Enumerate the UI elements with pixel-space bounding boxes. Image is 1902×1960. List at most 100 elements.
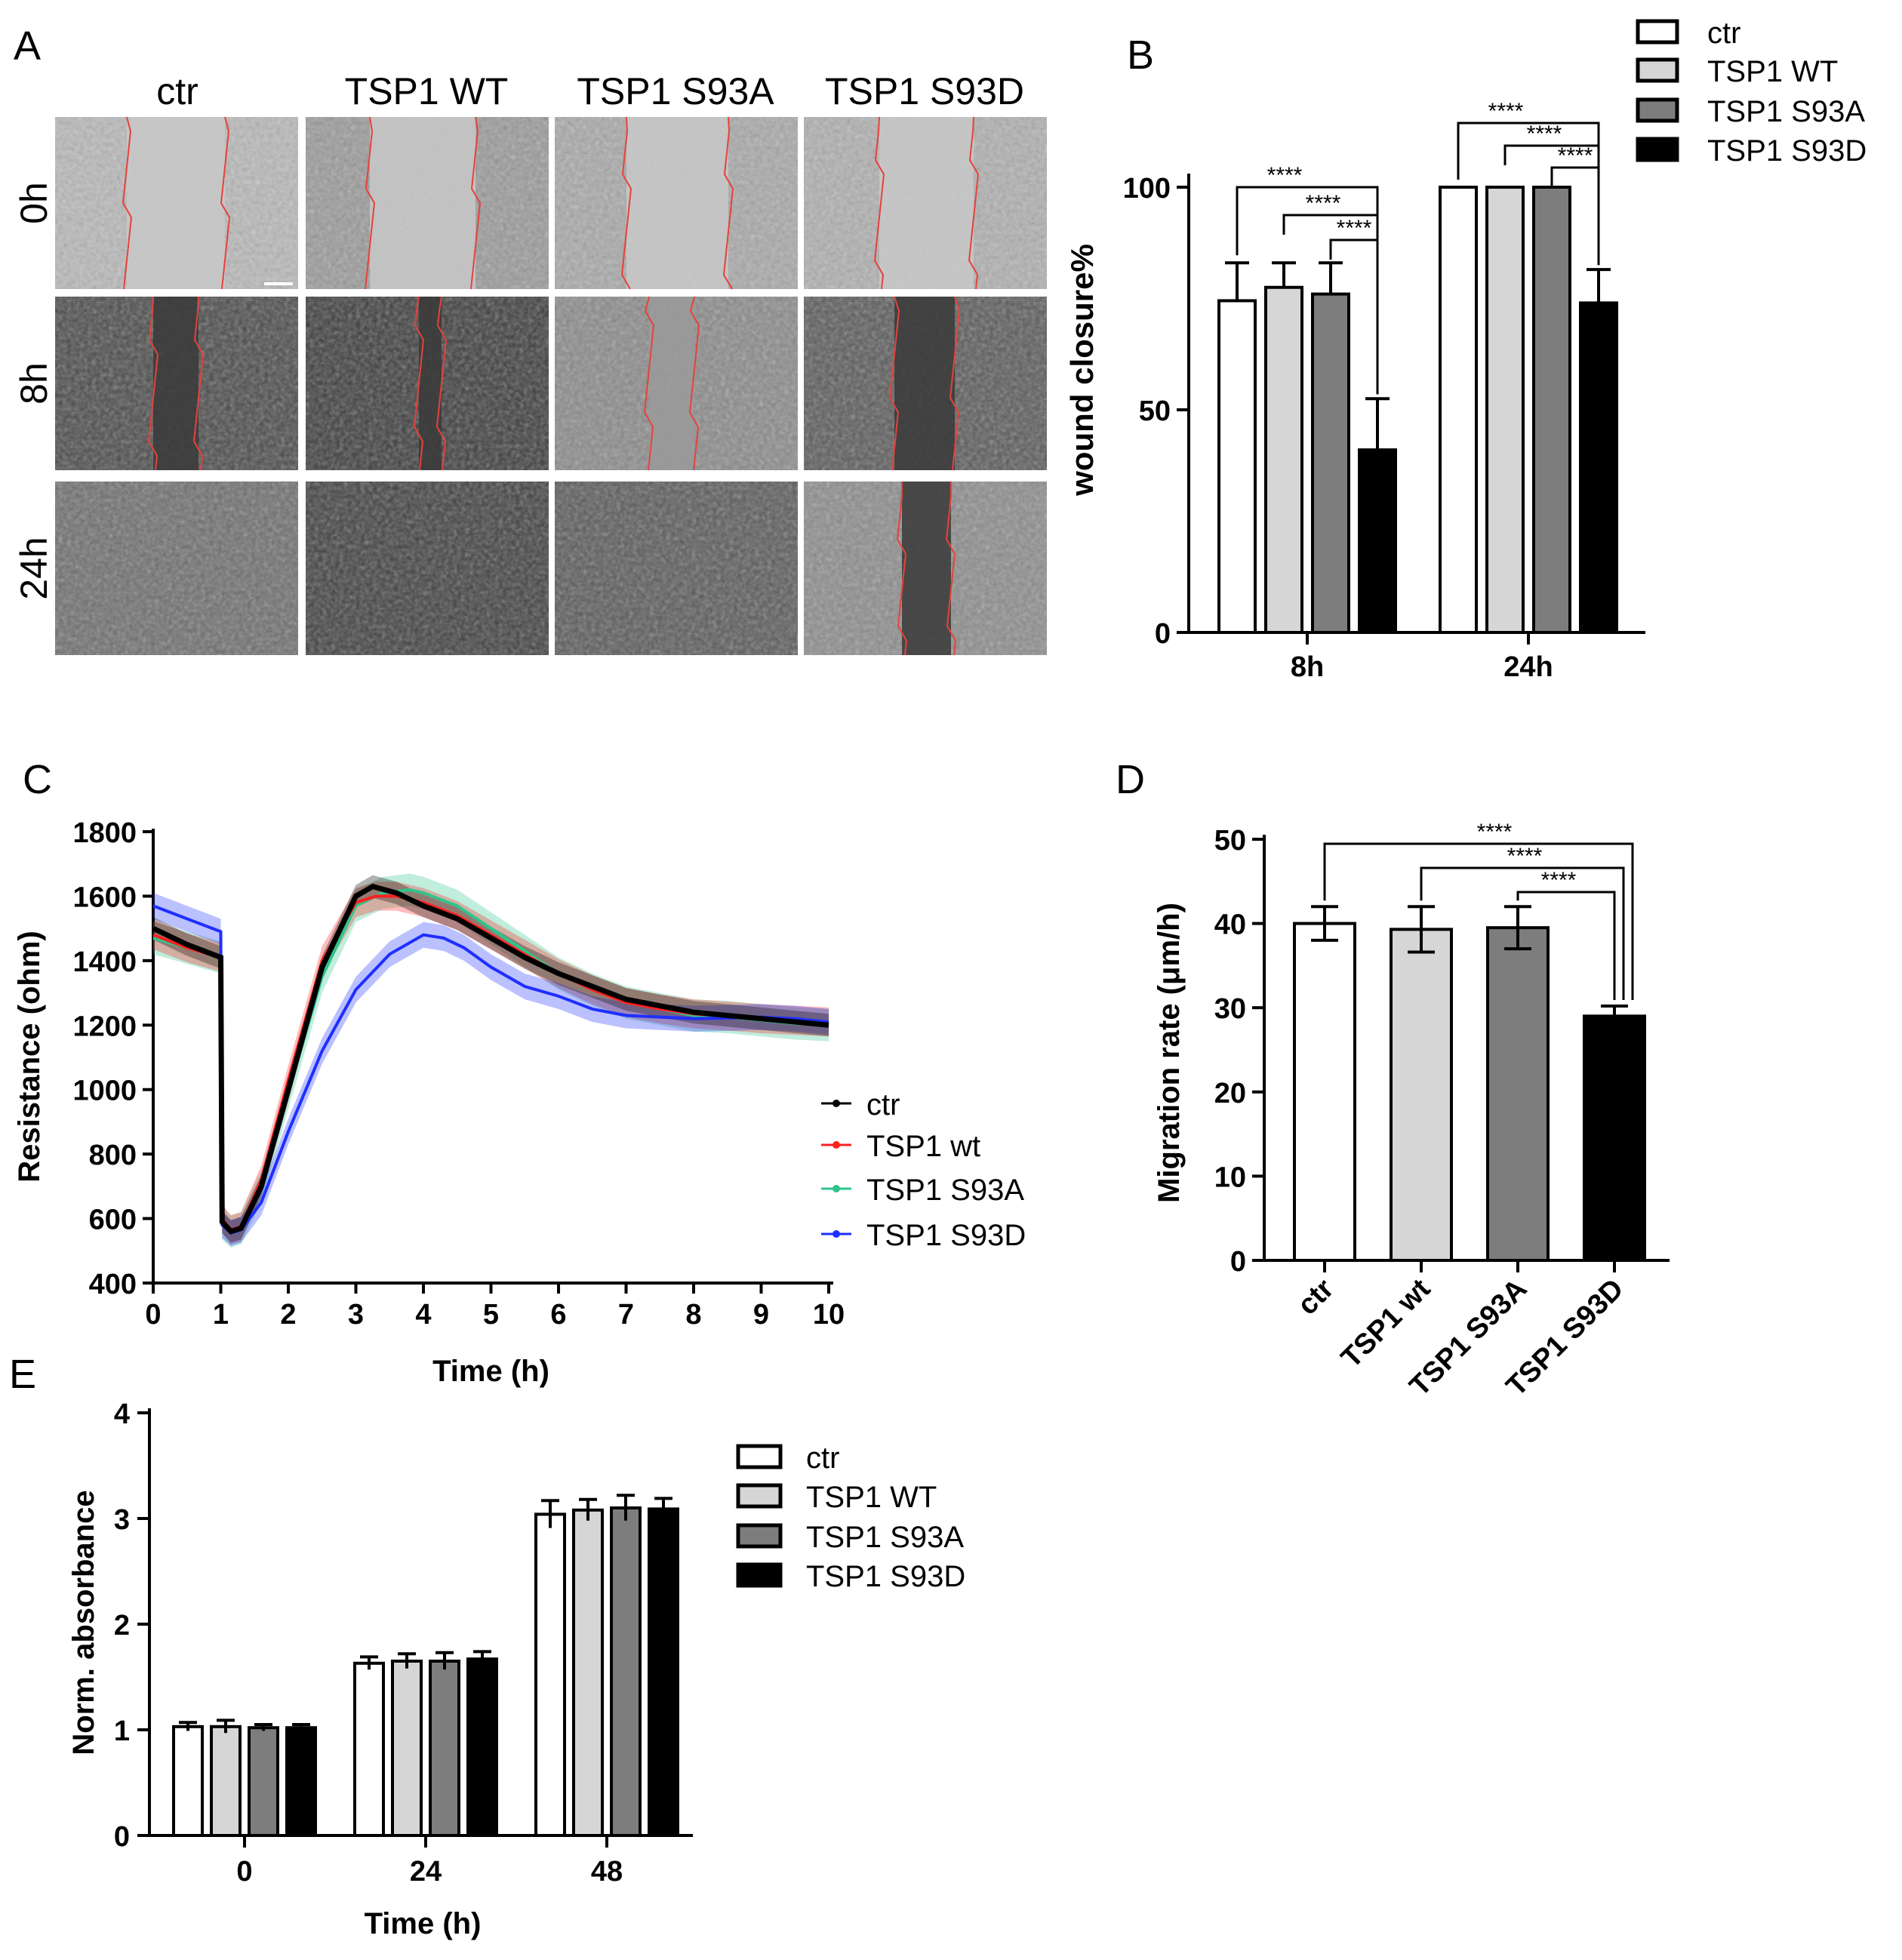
y-tick-label-30: 30 (1214, 993, 1246, 1025)
legend-label-tsp1-wt: TSP1 WT (806, 1481, 937, 1514)
wound-gap (370, 117, 476, 289)
wound-gap (649, 297, 694, 470)
panel-c-line-chart: 400 600 800 1000 1200 1400 1600 1800 0 1 2 3 4 5 6 7 8 9 1… (13, 817, 1026, 1388)
y-tick-label-50: 50 (1214, 825, 1246, 857)
bar-24h-tsp1-wt (1485, 186, 1525, 634)
wound-gap (902, 482, 951, 655)
bar-0-ctr (172, 1725, 204, 1838)
y-tick-label-100: 100 (1123, 173, 1171, 205)
y-tick-label-3: 3 (114, 1504, 130, 1536)
bar-tsp1-s93a (1486, 926, 1550, 1263)
x-tick-label-4: 4 (415, 1299, 431, 1331)
x-tick-label-8h: 8h (1291, 651, 1324, 683)
significance-label: **** (1337, 216, 1372, 241)
panel-a-micrographs: ctr TSP1 WT TSP1 S93A TSP1 S93D 0h 8h 24h (13, 70, 1047, 656)
panel-a-letter: A (14, 23, 42, 69)
significance-bracket (1550, 166, 1600, 266)
legend-label-tsp1-s93a: TSP1 S93A (866, 1174, 1024, 1207)
y-axis-label: Resistance (ohm) (13, 931, 46, 1182)
significance-bracket (1323, 842, 1634, 1000)
y-tick-label-1600: 1600 (72, 882, 137, 913)
wound-edge-line (945, 482, 957, 656)
bar-0-tsp1-s93d (285, 1726, 317, 1837)
panel-b-letter: B (1127, 32, 1155, 78)
x-tick-label-2: 2 (280, 1299, 296, 1331)
wound-edge-line (643, 296, 655, 471)
panel-e-letter: E (9, 1352, 37, 1397)
significance-label: **** (1306, 191, 1341, 216)
significance-label: **** (1488, 99, 1524, 124)
legend-marker-tsp1-wt (833, 1141, 840, 1149)
significance-label: **** (1527, 122, 1562, 146)
bar-24-tsp1-s93a (429, 1660, 460, 1837)
legend-swatch-tsp1-s93a (1636, 97, 1679, 123)
y-tick-label-0: 0 (114, 1821, 130, 1853)
legend-label-tsp1-wt: TSP1 wt (866, 1130, 980, 1163)
x-tick-label-24: 24 (410, 1856, 442, 1888)
wound-gap (879, 117, 974, 289)
y-axis-label: Migration rate (μm/h) (1153, 903, 1186, 1203)
micrograph-texture (55, 482, 298, 655)
y-tick-label-0: 0 (1230, 1246, 1246, 1278)
error-band-tsp1-s93d (153, 893, 829, 1246)
bar-8h-tsp1-s93d (1358, 448, 1397, 634)
wound-edge-line (470, 116, 482, 290)
bar-48-tsp1-s93a (610, 1506, 642, 1837)
y-tick-label-1000: 1000 (72, 1075, 137, 1107)
y-tick-label-1800: 1800 (72, 817, 137, 849)
significance-label: **** (1541, 868, 1577, 893)
significance-label: **** (1267, 163, 1303, 188)
wound-gap (894, 297, 955, 470)
x-axis-label: Time (h) (365, 1907, 482, 1940)
wound-edge-line (949, 296, 961, 471)
wound-edge-line (220, 116, 231, 290)
significance-label: **** (1558, 143, 1593, 168)
y-tick-label-0: 0 (1155, 618, 1171, 650)
legend-swatch-tsp1-s93a (736, 1523, 783, 1549)
wound-edge-line (413, 296, 425, 471)
bar-tsp1-wt (1390, 928, 1453, 1262)
y-tick-label-1: 1 (114, 1715, 130, 1747)
legend-swatch-tsp1-s93d (736, 1562, 783, 1588)
bar-48-ctr (534, 1512, 566, 1838)
legend-swatch-tsp1-wt (736, 1483, 783, 1509)
y-tick-label-1400: 1400 (72, 946, 137, 978)
x-axis-label: Time (h) (432, 1355, 549, 1388)
x-tick-label-10: 10 (813, 1299, 845, 1331)
bar-0-tsp1-s93a (248, 1726, 279, 1837)
panel-c-letter: C (23, 757, 52, 802)
wound-edge-line (620, 116, 632, 290)
significance-bracket (1516, 891, 1616, 1000)
x-tick-label-48: 48 (591, 1856, 623, 1888)
bar-24h-tsp1-s93a (1532, 186, 1571, 634)
panel-d-bar-chart: 0 10 20 30 40 50 Migration rate (μm/h) ctrTSP1 … (1153, 820, 1670, 1402)
legend-label-tsp1-s93a: TSP1 S93A (806, 1521, 964, 1554)
legend-swatch-ctr (1636, 19, 1679, 45)
bar-8h-ctr (1217, 299, 1257, 634)
legend-swatch-tsp1-wt (1636, 57, 1679, 83)
wound-gap (127, 117, 225, 289)
x-tick-label-5: 5 (483, 1299, 499, 1331)
x-tick-label-3: 3 (348, 1299, 364, 1331)
y-tick-label-20: 20 (1214, 1078, 1246, 1109)
wound-edge-line (968, 116, 980, 290)
legend-label-ctr: ctr (806, 1442, 839, 1475)
significance-bracket (1420, 866, 1625, 1000)
legend-marker-ctr (833, 1100, 840, 1107)
bar-24-ctr (353, 1661, 385, 1838)
y-axis-label: Norm. absorbance (67, 1490, 100, 1755)
legend-label-ctr: ctr (1707, 17, 1740, 50)
wound-gap (153, 297, 199, 470)
x-tick-label-8: 8 (685, 1299, 701, 1331)
legend-swatch-ctr (736, 1444, 783, 1469)
significance-label: **** (1477, 820, 1513, 845)
y-axis-label: wound closure% (1064, 244, 1100, 497)
y-tick-label-40: 40 (1214, 909, 1246, 941)
bar-24-tsp1-wt (391, 1660, 423, 1837)
bar-48-tsp1-s93d (648, 1507, 679, 1838)
wound-edge-line (192, 296, 205, 471)
wound-edge-line (873, 116, 885, 290)
y-tick-label-1200: 1200 (72, 1011, 137, 1042)
